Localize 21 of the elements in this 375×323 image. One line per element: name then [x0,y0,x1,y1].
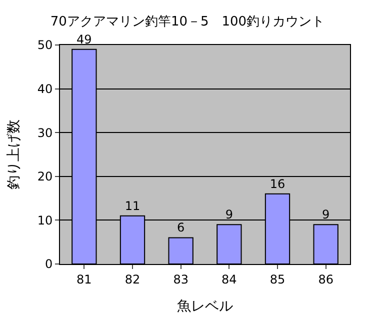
data-label: 9 [322,208,330,222]
x-tick-label: 83 [173,272,188,286]
x-tick-label: 81 [76,272,92,286]
y-tick-label: 0 [44,257,53,272]
data-label: 11 [124,198,140,213]
x-tick-label: 82 [124,272,140,286]
y-tick-label: 40 [37,82,53,96]
data-label: 6 [177,220,185,235]
data-label: 9 [225,208,233,222]
y-tick-label: 30 [37,126,53,140]
y-tick-label: 10 [37,213,53,228]
y-tick-label: 20 [37,170,53,184]
x-axis-title: 魚レベル [177,298,233,315]
x-tick-label: 84 [222,272,237,286]
x-tick-label: 85 [270,272,286,286]
data-label: 49 [76,32,92,46]
y-axis-title: 釣り上げ数 [6,120,22,190]
x-tick-label: 86 [318,272,334,286]
chart-title: 70アクアマリン釣竿10－5 100釣りカウント [50,14,325,30]
data-label: 16 [270,176,286,191]
y-tick-label: 50 [37,38,53,52]
